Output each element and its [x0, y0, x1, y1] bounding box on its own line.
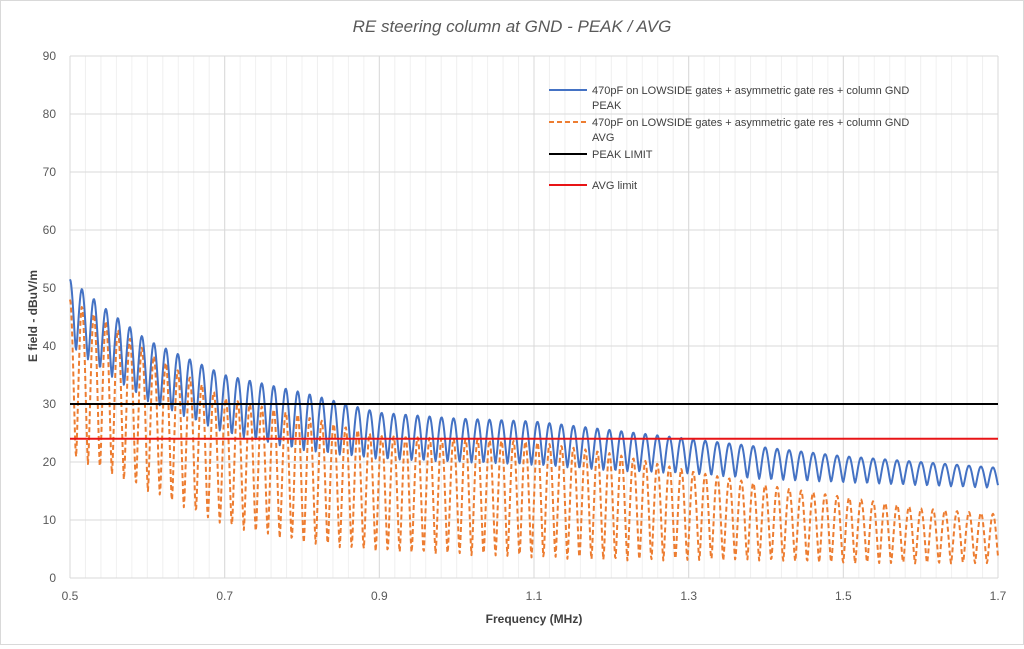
- legend-label-line: 470pF on LOWSIDE gates + asymmetric gate…: [592, 85, 909, 97]
- y-tick-label: 80: [43, 107, 57, 121]
- legend-label-line: AVG limit: [592, 180, 637, 192]
- x-tick-label: 1.3: [680, 589, 697, 603]
- legend-label-line: AVG: [592, 132, 614, 144]
- x-axis-ticks: 0.5 0.7 0.9 1.1 1.3 1.5 1.7: [62, 589, 1007, 603]
- x-tick-label: 1.7: [990, 589, 1007, 603]
- series-line-1: [69, 278, 999, 489]
- legend-label-line: PEAK LIMIT: [592, 149, 653, 161]
- legend-label-4: AVG limit: [592, 180, 637, 192]
- plot-area: [69, 278, 999, 565]
- y-tick-label: 30: [43, 397, 57, 411]
- y-tick-label: 20: [43, 455, 57, 469]
- x-tick-label: 0.7: [216, 589, 233, 603]
- legend-label-3: PEAK LIMIT: [592, 149, 653, 161]
- legend-label-2: 470pF on LOWSIDE gates + asymmetric gate…: [592, 117, 909, 144]
- y-tick-label: 40: [43, 339, 57, 353]
- y-tick-label: 10: [43, 513, 57, 527]
- x-tick-label: 0.9: [371, 589, 388, 603]
- y-tick-label: 50: [43, 281, 57, 295]
- y-tick-label: 0: [49, 571, 56, 585]
- legend-label-line: PEAK: [592, 100, 622, 112]
- y-axis-ticks: 0 10 20 30 40 50 60 70 80 90: [43, 49, 57, 585]
- chart-title: RE steering column at GND - PEAK / AVG: [353, 17, 672, 36]
- legend: 470pF on LOWSIDE gates + asymmetric gate…: [549, 85, 909, 192]
- legend-label-1: 470pF on LOWSIDE gates + asymmetric gate…: [592, 85, 909, 112]
- legend-label-line: 470pF on LOWSIDE gates + asymmetric gate…: [592, 117, 909, 129]
- y-tick-label: 70: [43, 165, 57, 179]
- y-axis-title: E field - dBuV/m: [26, 270, 40, 362]
- y-tick-label: 60: [43, 223, 57, 237]
- x-tick-label: 0.5: [62, 589, 79, 603]
- x-tick-label: 1.5: [835, 589, 852, 603]
- series-line-2: [69, 299, 999, 565]
- y-tick-label: 90: [43, 49, 57, 63]
- x-tick-label: 1.1: [526, 589, 543, 603]
- x-axis-title: Frequency (MHz): [486, 612, 583, 626]
